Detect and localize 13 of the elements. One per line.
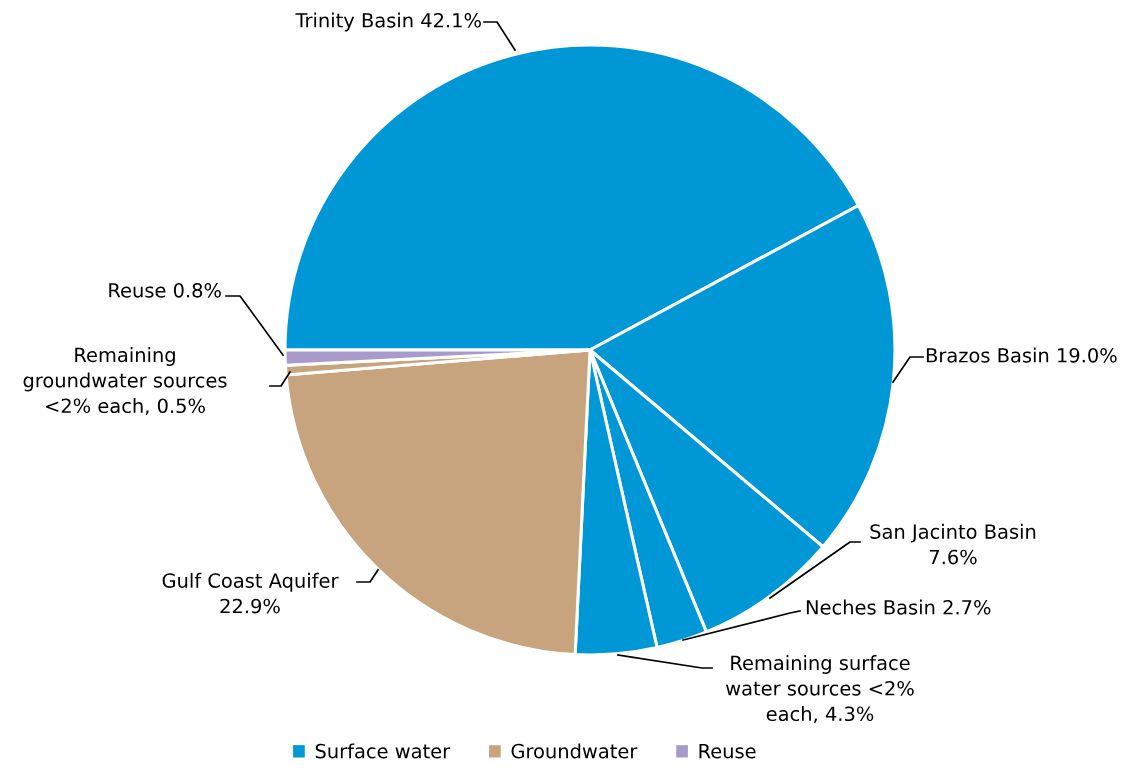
slice-label: Gulf Coast Aquifer	[162, 572, 339, 592]
slice-label: Trinity Basin 42.1%	[295, 12, 481, 32]
category-label: Reuse 0.8%	[109, 282, 221, 298]
slice-label: Neches Basin 2.7%	[806, 599, 991, 615]
data-label: 22.9%	[220, 598, 280, 614]
legend-label: Reuse	[699, 744, 756, 759]
slice-label: San Jacinto Basin	[870, 523, 1036, 543]
data-label: 7.6%	[929, 549, 977, 565]
slice-label: Remaining surface water sources <2% each, 4.3%	[726, 655, 914, 724]
slice-label: Brazos Basin 19.0%	[926, 347, 1117, 363]
slice-label: Remaining groundwater sources <2% each, 0.5%	[23, 347, 227, 416]
text: Groundwater	[511, 743, 638, 759]
text: Surface water	[315, 743, 451, 759]
